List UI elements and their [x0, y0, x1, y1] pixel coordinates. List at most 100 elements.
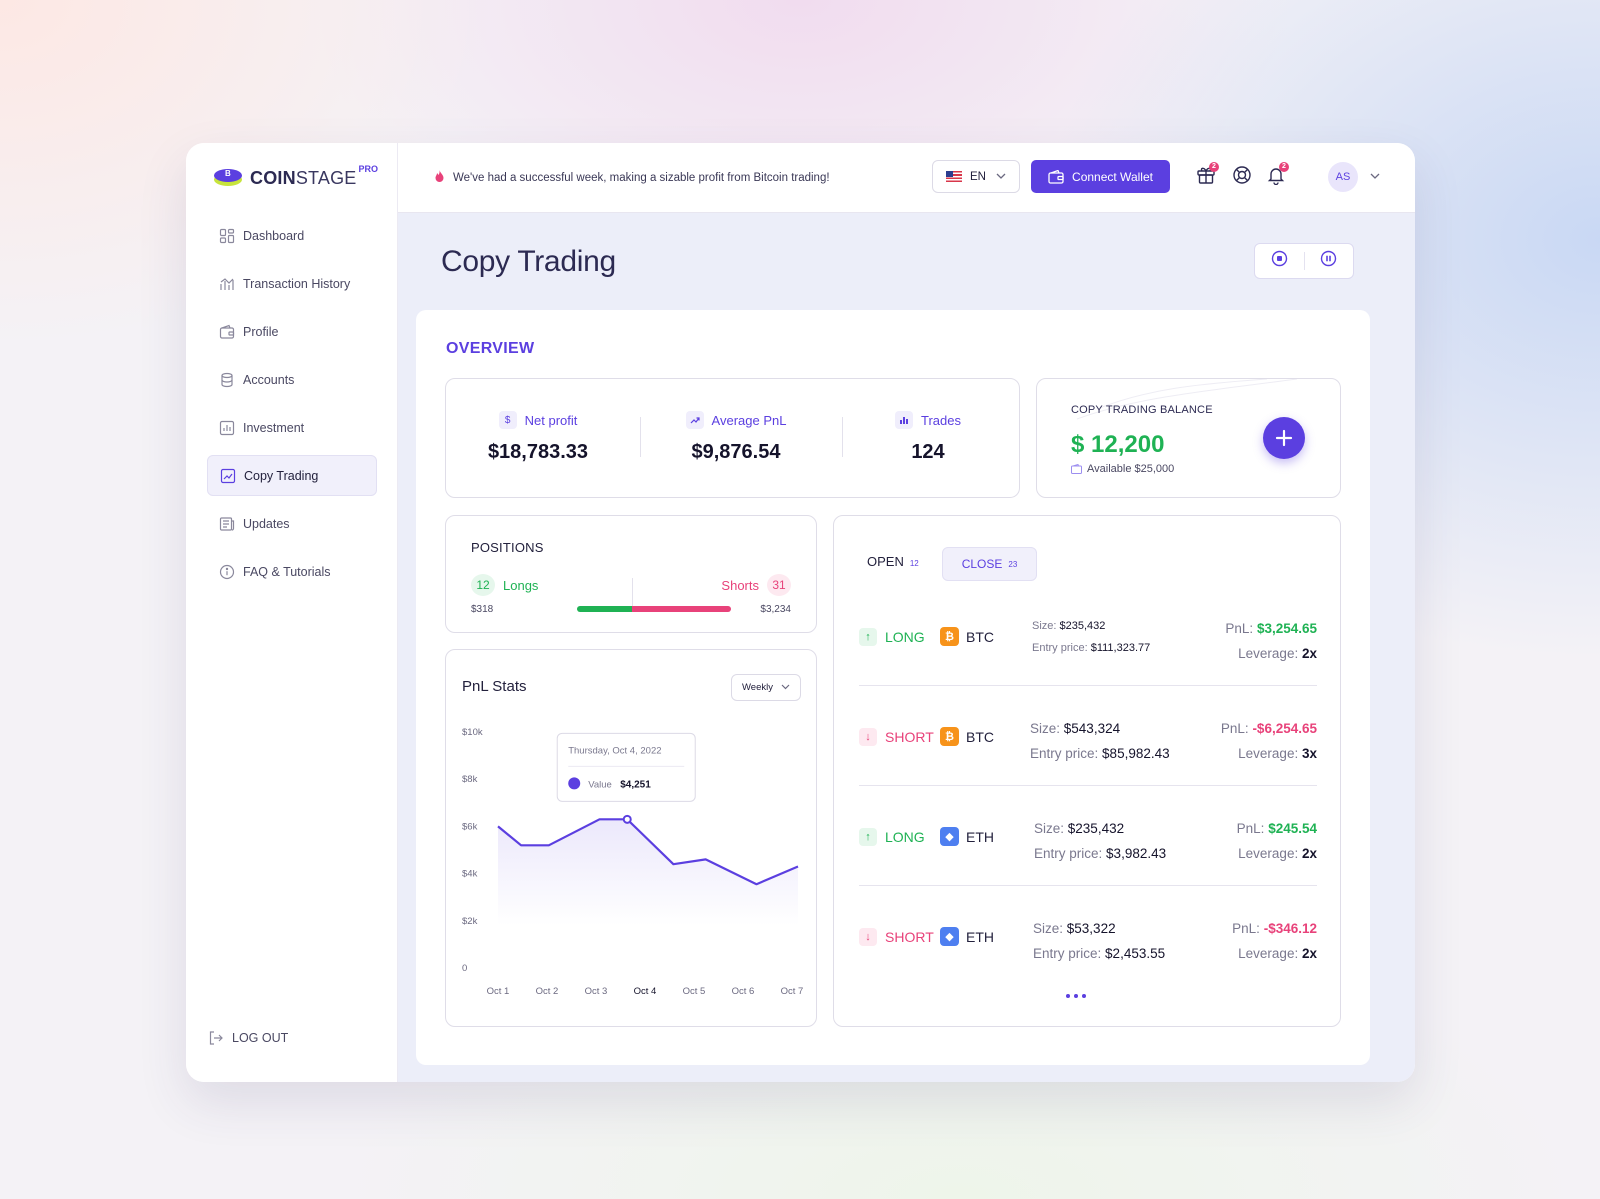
- tooltip-label: Value: [588, 779, 612, 790]
- logo-pro-tag: PRO: [358, 164, 379, 174]
- sidebar-item-investment[interactable]: Investment: [207, 407, 377, 448]
- balance-value: $ 12,200: [1071, 431, 1165, 458]
- y-tick-label: 0: [462, 963, 467, 974]
- order-row[interactable]: ↓ SHORT ◆ ETH Size: $53,322 Entry price:…: [859, 886, 1317, 986]
- y-tick-label: $6k: [462, 821, 478, 832]
- avatar[interactable]: AS: [1328, 162, 1358, 192]
- chart-highlight-point[interactable]: [622, 814, 632, 824]
- sidebar-item-copy-trading[interactable]: Copy Trading: [207, 455, 377, 496]
- tab-open-label: OPEN: [867, 554, 904, 569]
- language-select[interactable]: EN: [932, 160, 1020, 193]
- y-tick-label: $8k: [462, 774, 478, 785]
- tab-open[interactable]: OPEN 12: [867, 554, 919, 569]
- bar-chart-icon: [219, 420, 235, 436]
- logout-button[interactable]: LOG OUT: [208, 1030, 288, 1046]
- longs-count: 12: [471, 574, 495, 596]
- database-icon: [219, 372, 235, 388]
- page-title: Copy Trading: [441, 245, 616, 278]
- dollar-icon: [568, 777, 581, 790]
- gift-icon: [1196, 165, 1216, 190]
- stop-icon: [1271, 250, 1288, 272]
- news-icon: [219, 516, 235, 532]
- pnl-value: -$6,254.65: [1252, 721, 1317, 736]
- trend-chart-icon: [220, 468, 236, 484]
- stat-label: Trades: [921, 412, 961, 428]
- chevron-down-icon[interactable]: [1370, 171, 1380, 182]
- fire-icon: [434, 170, 445, 185]
- add-funds-button[interactable]: [1263, 417, 1305, 459]
- connect-wallet-button[interactable]: Connect Wallet: [1031, 160, 1170, 193]
- language-value: EN: [970, 170, 986, 183]
- bell-icon: [1266, 165, 1286, 190]
- period-value: Weekly: [742, 682, 773, 693]
- sidebar-item-transaction-history[interactable]: Transaction History: [207, 263, 377, 304]
- x-tick-label: Oct 4: [634, 986, 657, 997]
- logo[interactable]: COINSTAGE PRO: [212, 163, 378, 193]
- tab-open-count: 12: [909, 559, 919, 568]
- divider: [842, 417, 843, 457]
- sidebar-item-dashboard[interactable]: Dashboard: [207, 215, 377, 256]
- trend-up-icon: [685, 411, 704, 429]
- direction-long: ↑ LONG: [859, 628, 925, 646]
- period-select[interactable]: Weekly: [731, 674, 801, 701]
- gift-button[interactable]: 2: [1195, 162, 1219, 190]
- announcement: We've had a successful week, making a si…: [434, 170, 830, 185]
- topbar: We've had a successful week, making a si…: [398, 143, 1415, 213]
- more-button[interactable]: [1066, 994, 1086, 998]
- sidebar-item-label: Accounts: [243, 372, 295, 387]
- logo-text: COINSTAGE: [250, 167, 357, 188]
- longs-value: $318: [471, 604, 494, 615]
- order-row[interactable]: ↑ LONG ◆ ETH Size: $235,432 Entry price:…: [859, 786, 1317, 886]
- order-info: Size: $53,322 Entry price: $2,453.55: [1033, 916, 1165, 966]
- connect-wallet-label: Connect Wallet: [1072, 169, 1153, 184]
- order-row[interactable]: ↓ SHORT ₿ BTC Size: $543,324 Entry price…: [859, 686, 1317, 786]
- x-tick-label: Oct 5: [683, 986, 706, 997]
- sidebar: COINSTAGE PRO Dashboard Transaction Hist…: [186, 143, 398, 1082]
- size-value: $235,432: [1059, 620, 1106, 632]
- coin: ₿ BTC: [940, 727, 994, 746]
- size-value: $53,322: [1066, 921, 1116, 936]
- tab-close[interactable]: CLOSE 23: [942, 547, 1037, 581]
- pnl-label: PnL:: [1236, 821, 1265, 836]
- wallet-icon: [219, 324, 235, 340]
- balance-available: Available $25,000: [1071, 463, 1174, 475]
- leverage-label: Leverage:: [1238, 846, 1299, 861]
- size-label: Size:: [1032, 620, 1057, 632]
- direction-label: LONG: [885, 829, 925, 845]
- positions-title: POSITIONS: [471, 540, 544, 555]
- chevron-down-icon: [781, 682, 790, 693]
- support-button[interactable]: [1231, 165, 1253, 190]
- size-label: Size:: [1034, 821, 1065, 836]
- lifebuoy-icon: [1232, 165, 1252, 190]
- tab-close-label: CLOSE: [961, 557, 1003, 571]
- leverage-label: Leverage:: [1238, 746, 1299, 761]
- announcement-text: We've had a successful week, making a si…: [453, 171, 830, 184]
- pnl-chart: 0 $2k $4k $6k $8k $10k Oct 1 Oct 2 Oct 3 Oct 4 Oc…: [462, 727, 803, 997]
- size-label: Size:: [1033, 921, 1064, 936]
- coin: ◆ ETH: [940, 827, 994, 846]
- stop-button[interactable]: [1255, 244, 1304, 278]
- x-tick-label: Oct 1: [487, 986, 510, 997]
- sidebar-item-updates[interactable]: Updates: [207, 503, 377, 544]
- history-icon: [219, 276, 235, 292]
- order-row[interactable]: ↑ LONG ₿ BTC Size: $235,432 Entry price:…: [859, 586, 1317, 686]
- bitcoin-icon: ₿: [940, 727, 959, 746]
- coin-label: ETH: [966, 928, 994, 945]
- pause-button[interactable]: [1304, 244, 1353, 278]
- sidebar-item-profile[interactable]: Profile: [207, 311, 377, 352]
- pnl-stats-card: PnL Stats Weekly 0 $2k $4k $6k $8k $10k: [445, 649, 817, 1027]
- notifications-button[interactable]: 2: [1265, 162, 1289, 190]
- x-tick-label: Oct 2: [536, 986, 559, 997]
- sidebar-item-faq-tutorials[interactable]: FAQ & Tutorials: [207, 551, 377, 592]
- plus-icon: [1275, 429, 1293, 447]
- stat-label: Net profit: [524, 412, 578, 428]
- size-label: Size:: [1030, 721, 1061, 736]
- stat-value: $9,876.54: [691, 441, 781, 463]
- direction-label: SHORT: [885, 729, 934, 745]
- main-content: Copy Trading OVERVIEW $ N: [398, 213, 1415, 1082]
- grid-icon: [219, 228, 235, 244]
- entry-label: Entry price:: [1033, 946, 1102, 961]
- y-tick-label: $10k: [462, 727, 483, 738]
- sidebar-item-accounts[interactable]: Accounts: [207, 359, 377, 400]
- direction-short: ↓ SHORT: [859, 728, 934, 746]
